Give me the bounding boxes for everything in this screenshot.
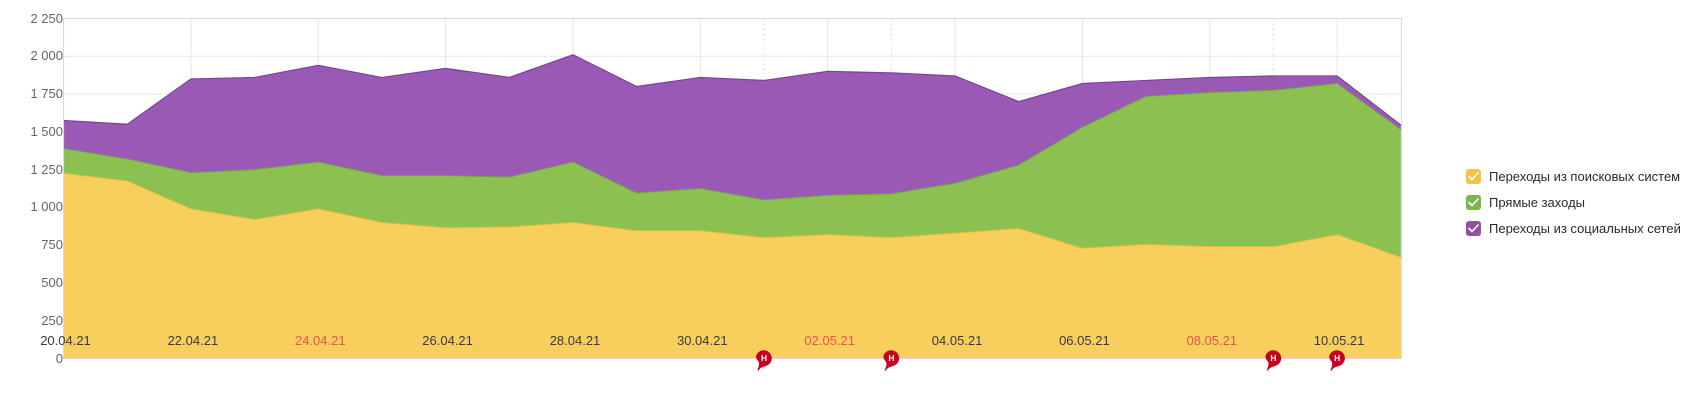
svg-text:H: H xyxy=(1270,353,1276,363)
svg-text:H: H xyxy=(761,353,767,363)
svg-text:H: H xyxy=(888,353,894,363)
svg-text:H: H xyxy=(1334,353,1340,363)
